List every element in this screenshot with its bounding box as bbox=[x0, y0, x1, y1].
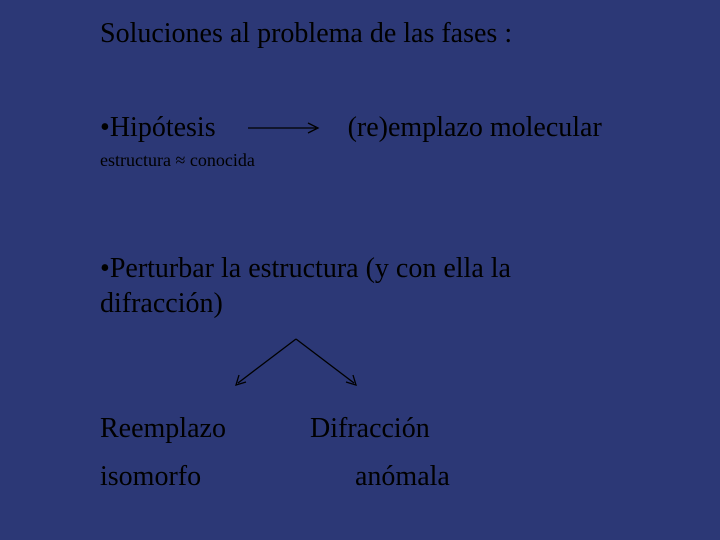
bullet-perturbar-text: Perturbar la estructura (y con ella la d… bbox=[100, 253, 511, 319]
branch-row-top: Reemplazo Difracción bbox=[100, 413, 720, 445]
bullet-hipotesis-label: Hipótesis bbox=[110, 112, 216, 143]
branch-row-bottom: isomorfo anómala bbox=[100, 461, 720, 493]
slide: Soluciones al problema de las fases : •H… bbox=[0, 0, 720, 540]
bullet-perturbar: •Perturbar la estructura (y con ella la … bbox=[100, 251, 640, 321]
branch-arrows-icon bbox=[232, 335, 360, 387]
label-anomala: anómala bbox=[355, 461, 450, 493]
subnote-estructura: estructura ≈ conocida bbox=[100, 150, 720, 171]
bullet-row-hipotesis: •Hipótesis (re)emplazo molecular bbox=[100, 112, 720, 144]
bullet-marker-2: • bbox=[100, 253, 110, 284]
label-reemplazo: Reemplazo bbox=[100, 413, 310, 445]
arrow-right-icon bbox=[246, 120, 324, 136]
bullet-marker: • bbox=[100, 112, 110, 143]
slide-title: Soluciones al problema de las fases : bbox=[100, 18, 720, 50]
label-isomorfo: isomorfo bbox=[100, 461, 310, 493]
bullet-hipotesis: •Hipótesis bbox=[100, 112, 216, 144]
label-difraccion: Difracción bbox=[310, 413, 430, 445]
label-reemplazo-molecular: (re)emplazo molecular bbox=[348, 112, 602, 144]
